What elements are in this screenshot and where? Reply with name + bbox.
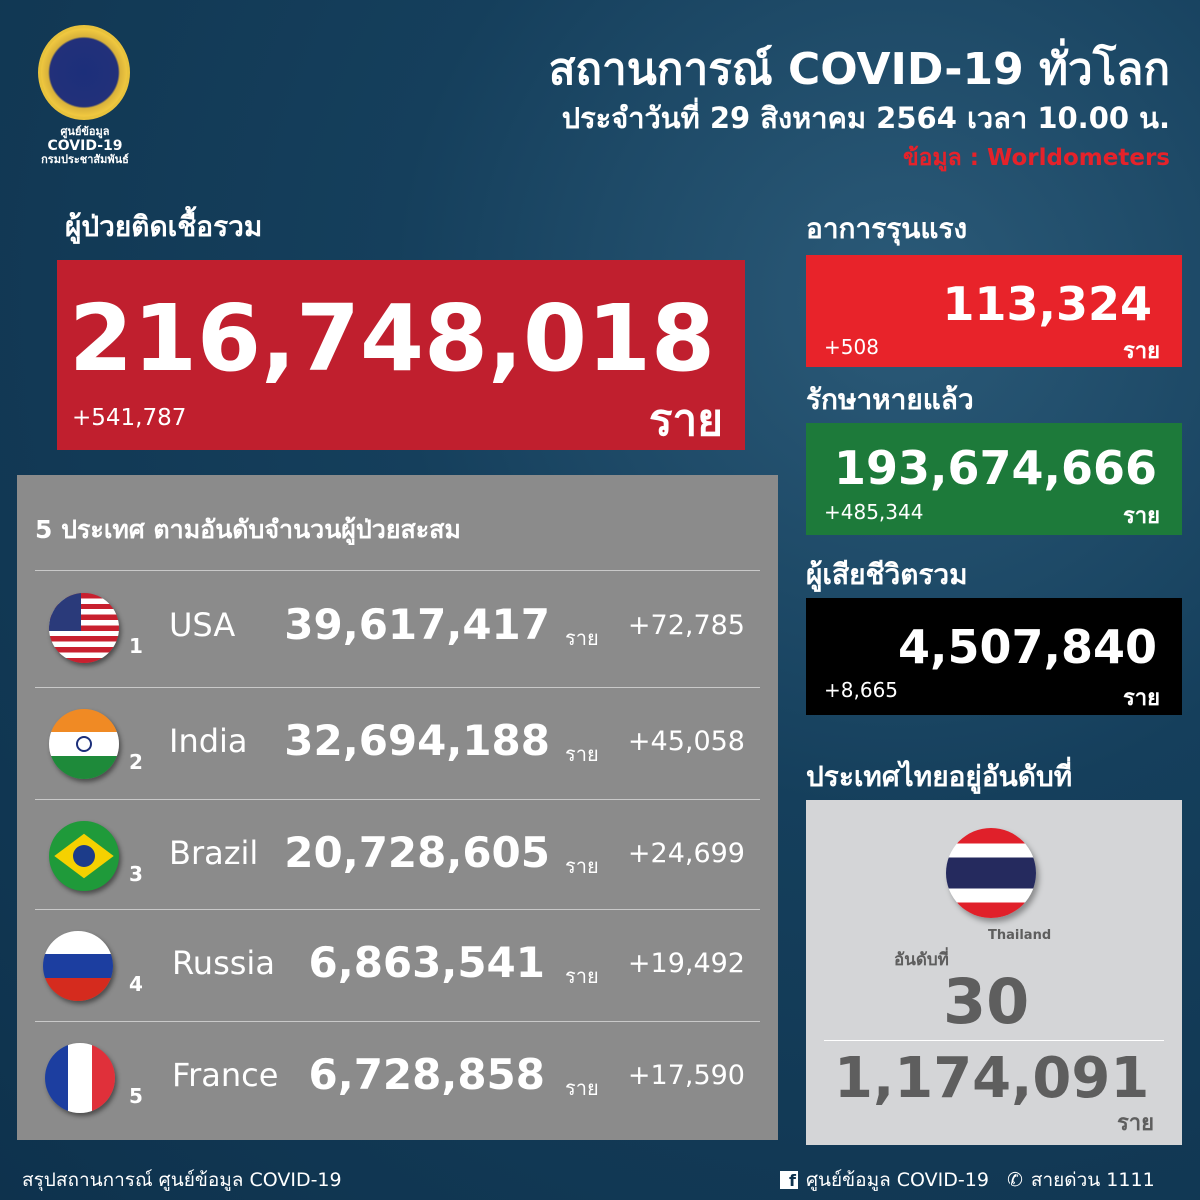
unit-label: ราย <box>648 395 723 446</box>
logo-line: ศูนย์ข้อมูล <box>60 125 110 138</box>
severe-value: 113,324 <box>942 277 1152 331</box>
rank: 5 <box>129 1084 143 1108</box>
thailand-flag-icon <box>946 828 1036 918</box>
thailand-rank-label: ประเทศไทยอยู่อันดับที่ <box>806 760 1073 793</box>
country-row: 1 USA 39,617,417 ราย +72,785 <box>35 572 760 684</box>
country-name: France <box>172 1056 279 1094</box>
unit-label: ราย <box>1116 1111 1154 1136</box>
hotline: สายด่วน 1111 <box>1030 1169 1155 1191</box>
usa-flag-icon <box>49 593 119 663</box>
country-name: USA <box>169 606 236 644</box>
deaths-label: ผู้เสียชีวิตรวม <box>806 558 968 591</box>
unit-label: ราย <box>565 626 599 650</box>
country-name: India <box>169 722 248 760</box>
brazil-flag-icon <box>49 821 119 891</box>
recovered-label: รักษาหายแล้ว <box>806 383 974 416</box>
facebook-icon: f <box>780 1171 798 1190</box>
total-cases-card: 216,748,018 +541,787 ราย <box>57 260 745 450</box>
thailand-cases: 1,174,091 <box>834 1046 1150 1111</box>
total-cases-label: ผู้ป่วยติดเชื้อรวม <box>65 210 263 243</box>
divider <box>35 799 760 800</box>
recovered-value: 193,674,666 <box>833 441 1157 495</box>
facebook-page[interactable]: ศูนย์ข้อมูล COVID-19 <box>806 1169 989 1191</box>
footer-contacts: f ศูนย์ข้อมูล COVID-19 ✆ สายด่วน 1111 <box>780 1165 1155 1195</box>
unit-label: ราย <box>1122 504 1160 529</box>
logo-caption: ศูนย์ข้อมูล COVID-19 กรมประชาสัมพันธ์ <box>20 125 150 167</box>
data-source: ข้อมูล : Worldometers <box>902 145 1170 171</box>
total-cases-delta: +541,787 <box>72 405 187 431</box>
deaths-card: 4,507,840 +8,665 ราย <box>806 598 1182 715</box>
footer-summary: สรุปสถานการณ์ ศูนย์ข้อมูล COVID-19 <box>22 1169 342 1191</box>
country-delta: +17,590 <box>627 1060 745 1091</box>
prd-logo <box>38 25 130 120</box>
logo-line: กรมประชาสัมพันธ์ <box>41 153 129 166</box>
unit-label: ราย <box>565 964 599 988</box>
rank: 1 <box>129 634 143 658</box>
divider <box>35 687 760 688</box>
russia-flag-icon <box>43 931 113 1001</box>
logo-line: COVID-19 <box>47 138 123 154</box>
unit-label: ราย <box>565 742 599 766</box>
thailand-rank: 30 <box>943 965 1030 1038</box>
rank-label: อันดับที่ <box>894 950 949 970</box>
unit-label: ราย <box>1122 686 1160 711</box>
country-delta: +45,058 <box>627 726 745 757</box>
france-flag-icon <box>45 1043 115 1113</box>
country-cases: 6,728,858 <box>308 1050 545 1099</box>
india-flag-icon <box>49 709 119 779</box>
report-date: ประจำวันที่ 29 สิงหาคม 2564 เวลา 10.00 น… <box>561 101 1170 135</box>
country-row: 4 Russia 6,863,541 ราย +19,492 <box>35 910 760 1022</box>
total-cases-value: 216,748,018 <box>69 285 716 392</box>
thailand-card: Thailand อันดับที่ 30 1,174,091 ราย <box>806 800 1182 1145</box>
country-delta: +72,785 <box>627 610 745 641</box>
country-cases: 20,728,605 <box>284 828 550 877</box>
severe-label: อาการรุนแรง <box>806 212 968 245</box>
country-row: 2 India 32,694,188 ราย +45,058 <box>35 688 760 800</box>
rank: 4 <box>129 972 143 996</box>
country-cases: 39,617,417 <box>284 600 550 649</box>
top5-title: 5 ประเทศ ตามอันดับจำนวนผู้ป่วยสะสม <box>35 515 461 544</box>
page-title: สถานการณ์ COVID-19 ทั่วโลก <box>548 44 1170 95</box>
recovered-delta: +485,344 <box>824 500 924 524</box>
divider <box>35 570 760 571</box>
divider <box>35 909 760 910</box>
unit-label: ราย <box>565 1076 599 1100</box>
country-delta: +19,492 <box>627 948 745 979</box>
country-cases: 6,863,541 <box>308 938 545 987</box>
recovered-card: 193,674,666 +485,344 ราย <box>806 423 1182 535</box>
unit-label: ราย <box>1122 339 1160 364</box>
severe-card: 113,324 +508 ราย <box>806 255 1182 367</box>
top5-panel <box>17 475 778 1140</box>
deaths-value: 4,507,840 <box>898 620 1157 674</box>
divider <box>35 1021 760 1022</box>
country-name: Russia <box>172 944 275 982</box>
country-cases: 32,694,188 <box>284 716 550 765</box>
country-name: Brazil <box>169 834 259 872</box>
divider <box>824 1040 1164 1041</box>
rank: 2 <box>129 750 143 774</box>
rank: 3 <box>129 862 143 886</box>
unit-label: ราย <box>565 854 599 878</box>
country-delta: +24,699 <box>627 838 745 869</box>
country-name: Thailand <box>988 928 1052 943</box>
country-row: 5 France 6,728,858 ราย +17,590 <box>35 1022 760 1134</box>
country-row: 3 Brazil 20,728,605 ราย +24,699 <box>35 800 760 912</box>
phone-icon: ✆ <box>1006 1169 1023 1191</box>
deaths-delta: +8,665 <box>824 678 899 702</box>
severe-delta: +508 <box>824 335 879 359</box>
